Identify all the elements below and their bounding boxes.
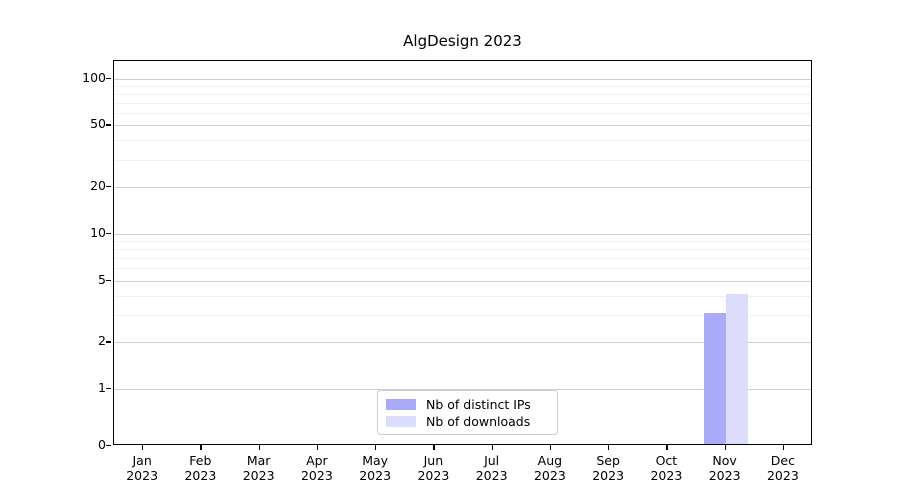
x-tick-label-line: 2023 [475,468,508,483]
x-tick-mark [666,445,668,450]
x-tick-mark [258,445,260,450]
legend-label: Nb of downloads [426,414,531,429]
y-tick-mark [106,124,111,126]
y-tick-mark [106,186,111,188]
y-tick-mark [106,77,111,79]
gridline-minor [114,295,811,297]
x-tick-label: Feb 2023 [160,453,240,483]
legend-swatch [386,416,416,427]
y-tick-label: 2 [98,333,106,349]
bar [725,293,748,444]
x-tick-label-line: May [362,453,389,468]
gridline-minor [114,268,811,270]
x-tick-label-line: Jun [423,453,444,468]
x-tick-label: Nov 2023 [685,453,765,483]
x-tick-label: Jul 2023 [452,453,532,483]
x-tick-label: Jun 2023 [393,453,473,483]
y-tick-mark [106,341,111,343]
y-tick-label: 100 [82,69,106,85]
plot-area [113,60,812,445]
legend-item[interactable]: Nb of downloads [386,413,549,430]
x-tick-label-line: 2023 [126,468,159,483]
gridline-minor [114,248,811,250]
bar [703,312,726,444]
x-tick-label-line: Jul [484,453,500,468]
chart-legend: Nb of distinct IPs Nb of downloads [377,390,558,435]
legend-swatch [386,399,416,410]
x-tick-label-line: Aug [537,453,563,468]
gridline-major [114,78,811,80]
x-tick-label-line: Sep [596,453,620,468]
gridline-major [114,187,811,189]
x-tick-mark [433,445,435,450]
gridline-minor [114,113,811,115]
y-tick-mark [106,279,111,281]
gridline-major [114,342,811,344]
y-tick-label: 1 [98,380,106,395]
x-tick-label-line: 2023 [708,468,741,483]
x-tick-label-line: Oct [655,453,678,468]
y-axis: 0 1 2 5 10 20 50 100 [58,0,111,500]
x-tick-mark [200,445,202,450]
y-tick-mark [106,232,111,235]
x-tick-label: Oct 2023 [626,453,706,483]
gridline-minor [114,159,811,161]
gridline-minor [114,93,811,95]
x-tick-label-line: 2023 [650,468,683,483]
gridline-major [114,389,811,390]
x-tick-label: Aug 2023 [510,453,590,483]
x-tick-mark [724,445,726,450]
x-tick-mark [782,445,785,450]
chart-title: AlgDesign 2023 [403,32,522,50]
x-tick-mark [142,445,144,450]
y-tick-label: 20 [90,178,106,194]
x-tick-label-line: 2023 [242,468,275,483]
x-tick-label: Sep 2023 [568,453,648,483]
x-tick-label-line: 2023 [417,468,450,483]
x-tick-label-line: 2023 [359,468,392,483]
x-tick-mark [316,445,319,450]
x-tick-label-line: 2023 [300,468,333,483]
x-tick-label: Dec 2023 [743,453,823,483]
x-tick-label-line: 2023 [766,468,799,483]
x-tick-mark [549,445,552,450]
y-tick-label: 10 [90,224,106,240]
x-tick-label-line: 2023 [184,468,217,483]
x-tick-label: Mar 2023 [219,453,299,483]
y-tick-mark [106,445,111,447]
gridline-major [114,233,811,235]
x-tick-mark [491,445,493,450]
x-tick-label-line: 2023 [533,468,566,483]
gridline-major [114,125,811,127]
gridline-minor [114,140,811,142]
x-tick-mark [375,445,377,450]
legend-label: Nb of distinct IPs [426,397,531,412]
x-tick-label: Jan 2023 [102,453,182,483]
x-tick-label-line: Dec [770,453,795,468]
x-tick-label-line: Jan [132,453,152,468]
x-tick-label: May 2023 [335,453,415,483]
y-tick-label: 50 [90,116,106,132]
x-tick-label-line: Apr [306,453,328,468]
gridline-major [114,280,811,282]
gridline-minor [114,102,811,104]
legend-item[interactable]: Nb of distinct IPs [386,396,549,413]
x-tick-label-line: Nov [712,453,737,468]
y-tick-label: 5 [98,271,106,287]
x-tick-label: Apr 2023 [277,453,357,483]
gridline-minor [114,314,811,316]
y-tick-mark [106,388,111,390]
gridline-minor [114,240,811,242]
gridline-minor [114,85,811,87]
x-tick-label-line: Mar [246,453,271,468]
x-tick-mark [608,445,610,450]
x-tick-label-line: 2023 [592,468,625,483]
y-tick-label: 0 [98,437,106,452]
gridline-minor [114,257,811,259]
x-tick-label-line: Feb [189,453,212,468]
